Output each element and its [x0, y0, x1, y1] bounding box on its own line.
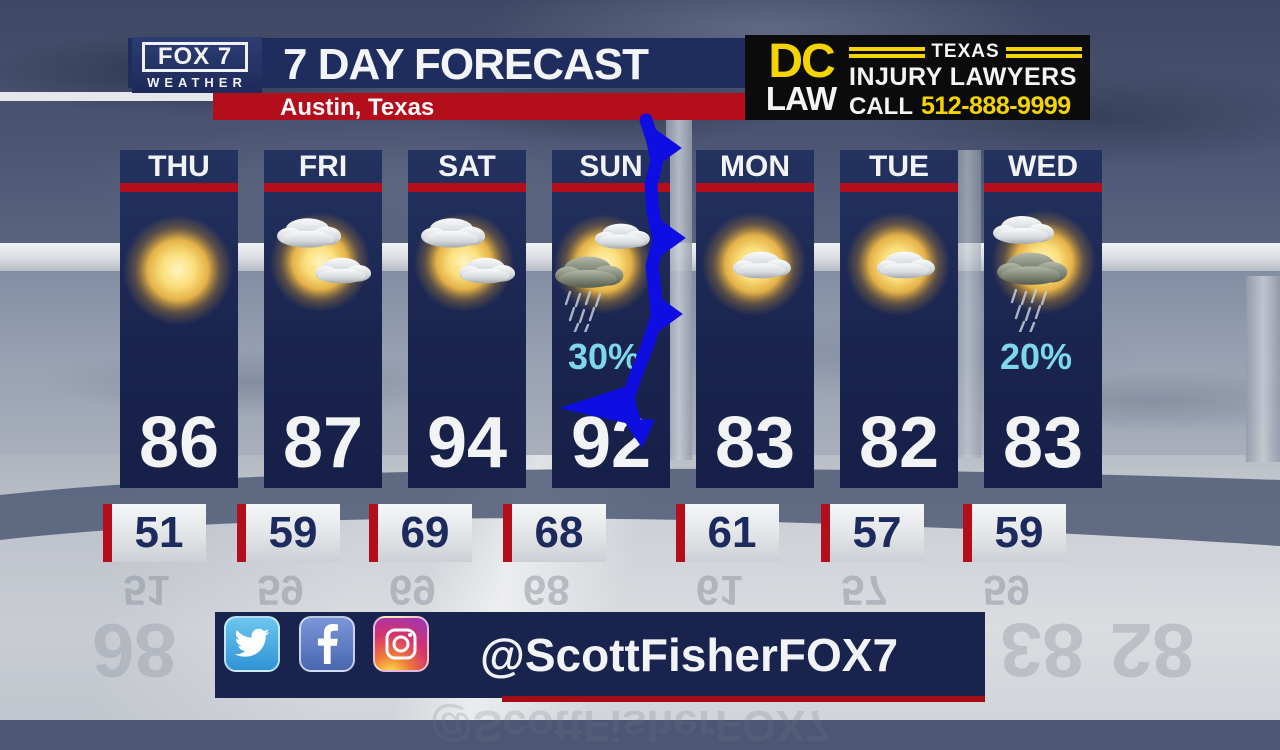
low-temp: 68	[534, 508, 584, 557]
low-temp: 59	[994, 508, 1044, 557]
forecast-column-tue: TUE 82	[840, 150, 958, 488]
day-label: SAT	[438, 150, 496, 183]
partly-cloudy-icon	[846, 212, 950, 316]
sponsor-region-row: TEXAS	[849, 41, 1083, 63]
twitter-icon	[224, 616, 280, 672]
low-temp: 61	[707, 508, 757, 557]
station-logo: FOX 7 WEATHER	[132, 37, 262, 93]
sponsor-brand: DC LAW	[753, 34, 849, 117]
sponsor-ad: DC LAW TEXAS INJURY LAWYERS CALL 512-888…	[745, 35, 1090, 120]
day-divider	[984, 183, 1102, 192]
set-pillar	[666, 120, 692, 460]
location-label: Austin, Texas	[280, 94, 435, 121]
red-accent-bar	[963, 504, 972, 562]
low-temp-box: 61	[676, 504, 779, 562]
day-divider	[120, 183, 238, 192]
set-accent-strip	[0, 92, 216, 101]
floor-swoosh-band	[0, 468, 1280, 546]
yellow-rule	[849, 46, 926, 58]
high-temp: 86	[138, 403, 220, 483]
page-title: 7 DAY FORECAST	[283, 40, 649, 89]
day-label: WED	[1008, 150, 1078, 183]
sponsor-ad-text: TEXAS INJURY LAWYERS CALL 512-888-9999	[849, 39, 1083, 120]
day-divider	[840, 183, 958, 192]
low-temp-box: 68	[503, 504, 606, 562]
sponsor-brand-top: DC	[768, 34, 835, 88]
high-temp: 87	[282, 403, 364, 483]
high-temp: 92	[570, 403, 652, 483]
scattered-showers-icon	[554, 214, 654, 332]
red-accent-bar	[503, 504, 512, 562]
social-handle: @ScottFisherFOX7	[480, 629, 899, 681]
station-logo-frame: FOX 7	[142, 42, 248, 72]
low-temp-box: 59	[237, 504, 340, 562]
sponsor-region: TEXAS	[931, 41, 1000, 62]
day-label: TUE	[869, 150, 929, 183]
scattered-showers-icon	[992, 210, 1096, 332]
forecast-column-sun: SUN 30% 92	[552, 150, 670, 488]
red-accent-bar	[676, 504, 685, 562]
low-temp-box: 51	[103, 504, 206, 562]
mostly-sunny-icon	[270, 212, 372, 312]
high-temp: 83	[1002, 403, 1084, 483]
day-divider	[408, 183, 526, 192]
set-pillar	[954, 150, 981, 458]
day-label: THU	[148, 150, 210, 183]
sponsor-call-label: CALL	[849, 93, 913, 120]
high-temp: 82	[858, 403, 940, 483]
precip-chance: 20%	[1000, 336, 1073, 377]
low-temp-box: 57	[821, 504, 924, 562]
forecast-column-fri: FRI 87	[264, 150, 382, 488]
station-name: FOX 7	[157, 43, 233, 70]
red-accent-bar	[369, 504, 378, 562]
forecast-column-mon: MON 83	[696, 150, 814, 488]
red-accent-bar	[821, 504, 830, 562]
yellow-rule	[1005, 46, 1083, 58]
station-sub-label: WEATHER	[147, 75, 247, 90]
sunny-icon	[123, 215, 233, 325]
social-bar-red-rule	[502, 696, 985, 702]
low-temp: 57	[852, 508, 902, 557]
set-pillar	[1246, 276, 1280, 462]
day-divider	[264, 183, 382, 192]
red-accent-bar	[103, 504, 112, 562]
low-temp: 51	[134, 508, 184, 557]
instagram-icon	[373, 616, 429, 672]
day-label: MON	[720, 150, 790, 183]
low-temp-box: 59	[963, 504, 1066, 562]
sponsor-phone: 512-888-9999	[920, 92, 1071, 120]
mostly-sunny-icon	[414, 212, 516, 312]
high-temp: 83	[714, 403, 796, 483]
high-temp: 94	[426, 403, 508, 483]
low-temp: 59	[268, 508, 318, 557]
day-label: SUN	[579, 150, 643, 183]
forecast-column-wed: WED 20% 83	[984, 150, 1102, 488]
forecast-column-sat: SAT 94	[408, 150, 526, 488]
precip-chance: 30%	[568, 336, 641, 377]
sponsor-call-row: CALL 512-888-9999	[849, 92, 1082, 121]
red-accent-bar	[237, 504, 246, 562]
day-divider	[696, 183, 814, 192]
sponsor-tagline: INJURY LAWYERS	[849, 63, 1077, 91]
partly-cloudy-icon	[702, 212, 806, 316]
low-temp: 69	[400, 508, 450, 557]
low-temp-box: 69	[369, 504, 472, 562]
day-divider	[552, 183, 670, 192]
weather-broadcast-screen: { "header": { "station": "FOX 7", "stati…	[0, 0, 1280, 720]
facebook-icon	[299, 616, 355, 672]
sponsor-brand-bottom: LAW	[765, 79, 837, 117]
forecast-column-thu: THU 86	[120, 150, 238, 488]
day-label: FRI	[298, 150, 348, 183]
